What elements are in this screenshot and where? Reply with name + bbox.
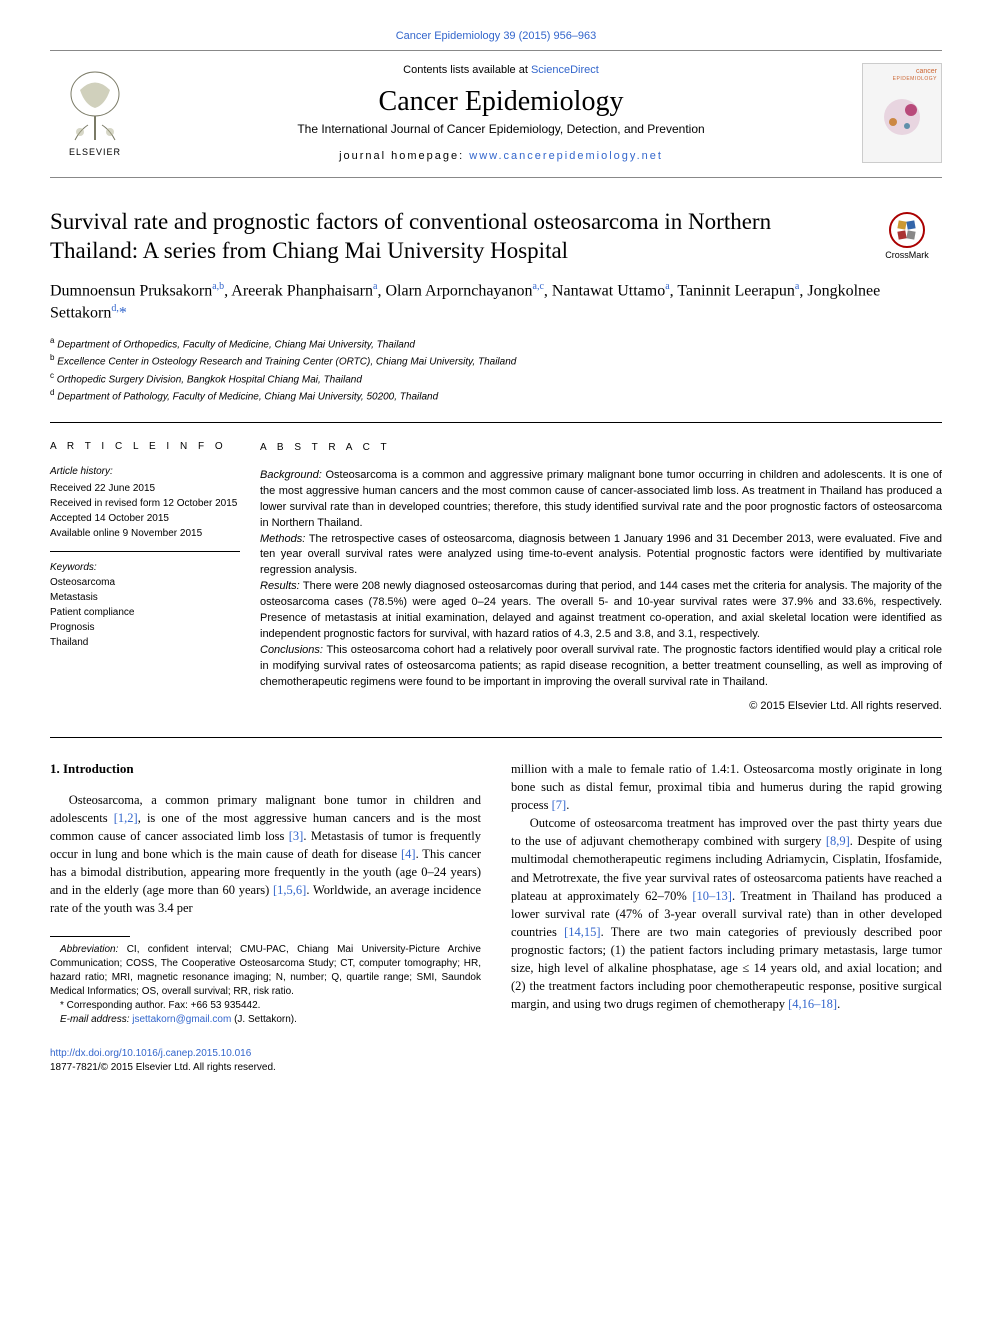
publisher-logo: ELSEVIER: [50, 63, 140, 163]
affiliation-item: c Orthopedic Surgery Division, Bangkok H…: [50, 370, 942, 387]
publisher-name: ELSEVIER: [69, 147, 121, 157]
keyword-item: Prognosis: [50, 620, 240, 635]
email-footnote: E-mail address: jsettakorn@gmail.com (J.…: [50, 1013, 481, 1027]
journal-name: Cancer Epidemiology: [140, 86, 862, 118]
history-lines: Received 22 June 2015Received in revised…: [50, 481, 240, 541]
intro-paragraph-2: million with a male to female ratio of 1…: [511, 760, 942, 814]
header-center: Contents lists available at ScienceDirec…: [140, 64, 862, 162]
abbreviation-footnote: Abbreviation: CI, confident interval; CM…: [50, 943, 481, 999]
ref-link[interactable]: [14,15]: [564, 925, 600, 939]
affiliation-item: a Department of Orthopedics, Faculty of …: [50, 335, 942, 352]
crossmark-badge[interactable]: CrossMark: [872, 212, 942, 260]
history-label: Article history:: [50, 464, 240, 479]
article-info-sidebar: A R T I C L E I N F O Article history: R…: [50, 441, 260, 715]
top-citation[interactable]: Cancer Epidemiology 39 (2015) 956–963: [50, 30, 942, 42]
section-heading-introduction: 1. Introduction: [50, 760, 481, 779]
cover-brand: cancerEPIDEMIOLOGY: [893, 68, 937, 82]
affiliation-item: b Excellence Center in Osteology Researc…: [50, 352, 942, 369]
journal-cover-thumbnail: cancerEPIDEMIOLOGY: [862, 63, 942, 163]
abstract-conclusions: Conclusions: This osteosarcoma cohort ha…: [260, 643, 942, 691]
keywords-label: Keywords:: [50, 562, 240, 573]
affiliation-item: d Department of Pathology, Faculty of Me…: [50, 387, 942, 404]
article-info-heading: A R T I C L E I N F O: [50, 441, 240, 452]
email-link[interactable]: jsettakorn@gmail.com: [132, 1014, 231, 1025]
keywords-list: OsteosarcomaMetastasisPatient compliance…: [50, 575, 240, 650]
ref-link[interactable]: [3]: [289, 829, 304, 843]
crossmark-inner-icon: [896, 219, 918, 241]
abstract-results: Results: There were 208 newly diagnosed …: [260, 579, 942, 643]
keyword-item: Patient compliance: [50, 605, 240, 620]
ref-link[interactable]: [1,5,6]: [273, 883, 306, 897]
homepage-label: journal homepage:: [339, 150, 469, 162]
body-column-left: 1. Introduction Osteosarcoma, a common p…: [50, 760, 481, 1075]
journal-header: ELSEVIER Contents lists available at Sci…: [50, 50, 942, 178]
issn-copyright-line: 1877-7821/© 2015 Elsevier Ltd. All right…: [50, 1061, 481, 1075]
history-line: Accepted 14 October 2015: [50, 511, 240, 526]
ref-link[interactable]: [4,16–18]: [788, 997, 837, 1011]
keyword-item: Osteosarcoma: [50, 575, 240, 590]
corresponding-author-footnote: * Corresponding author. Fax: +66 53 9354…: [50, 999, 481, 1013]
intro-paragraph-3: Outcome of osteosarcoma treatment has im…: [511, 814, 942, 1013]
journal-homepage-line: journal homepage: www.cancerepidemiology…: [140, 150, 862, 162]
contents-available-line: Contents lists available at ScienceDirec…: [140, 64, 862, 76]
homepage-link[interactable]: www.cancerepidemiology.net: [469, 150, 663, 162]
keyword-item: Metastasis: [50, 590, 240, 605]
contents-available-text: Contents lists available at: [403, 64, 531, 76]
affiliation-list: a Department of Orthopedics, Faculty of …: [50, 335, 942, 404]
history-line: Available online 9 November 2015: [50, 526, 240, 541]
history-line: Received 22 June 2015: [50, 481, 240, 496]
author-list: Dumnoensun Pruksakorna,b, Areerak Phanph…: [50, 280, 942, 325]
history-line: Received in revised form 12 October 2015: [50, 496, 240, 511]
abstract-column: A B S T R A C T Background: Osteosarcoma…: [260, 441, 942, 715]
ref-link[interactable]: [1,2]: [114, 811, 138, 825]
abstract-methods: Methods: The retrospective cases of oste…: [260, 532, 942, 580]
bottom-matter: http://dx.doi.org/10.1016/j.canep.2015.1…: [50, 1047, 481, 1075]
crossmark-label: CrossMark: [885, 250, 929, 260]
keyword-item: Thailand: [50, 635, 240, 650]
sciencedirect-link[interactable]: ScienceDirect: [531, 64, 599, 76]
footnotes: Abbreviation: CI, confident interval; CM…: [50, 943, 481, 1027]
elsevier-tree-icon: [60, 70, 130, 145]
intro-paragraph-1: Osteosarcoma, a common primary malignant…: [50, 791, 481, 918]
ref-link[interactable]: [4]: [401, 847, 416, 861]
crossmark-circle-icon: [889, 212, 925, 248]
ref-link[interactable]: [8,9]: [826, 834, 850, 848]
ref-link[interactable]: [7]: [552, 798, 567, 812]
ref-link[interactable]: [10–13]: [692, 889, 732, 903]
article-title: Survival rate and prognostic factors of …: [50, 208, 852, 266]
abstract-copyright: © 2015 Elsevier Ltd. All rights reserved…: [260, 699, 942, 715]
abstract-heading: A B S T R A C T: [260, 441, 942, 456]
journal-subtitle: The International Journal of Cancer Epid…: [140, 122, 862, 136]
body-column-right: million with a male to female ratio of 1…: [511, 760, 942, 1075]
doi-link[interactable]: http://dx.doi.org/10.1016/j.canep.2015.1…: [50, 1048, 251, 1059]
abstract-background: Background: Osteosarcoma is a common and…: [260, 468, 942, 532]
cover-graphic-icon: [877, 92, 927, 142]
